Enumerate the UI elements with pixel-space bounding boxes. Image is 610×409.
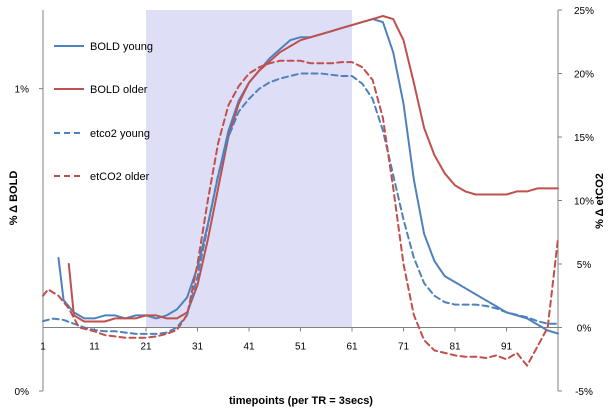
y-right-tick-label: -5%	[575, 387, 593, 398]
y-left-tick-label: 1%	[15, 85, 30, 96]
series-layer	[42, 15, 559, 367]
x-tick-label: 31	[192, 342, 204, 353]
y-axis-left-label: % Δ BOLD	[8, 171, 20, 226]
x-tick-label: 81	[449, 342, 461, 353]
legend-label: BOLD older	[90, 84, 148, 96]
y-right-tick-label: 10%	[574, 197, 594, 208]
tick-labels: 1 11 21 31 41 51 61 71 81 910%1%-5%0%5%10%15%20%2…	[15, 6, 595, 398]
y-right-tick-label: 0%	[577, 324, 592, 335]
tick-marks	[39, 9, 562, 392]
y-right-tick-label: 5%	[577, 260, 592, 271]
x-tick-label: 61	[346, 342, 358, 353]
y-right-tick-label: 15%	[574, 133, 594, 144]
x-tick-label: 91	[501, 342, 513, 353]
series-line-etco2-older	[42, 59, 559, 367]
y-right-tick-label: 20%	[574, 70, 594, 81]
legend-label: etco2 young	[90, 128, 150, 140]
y-right-tick-label: 25%	[574, 6, 594, 17]
x-tick-label: 1	[40, 342, 46, 353]
x-tick-label: 21	[140, 342, 152, 353]
x-axis-label: timepoints (per TR = 3secs)	[229, 395, 373, 407]
legend: BOLD young BOLD older etco2 young etCO2 old…	[54, 41, 153, 183]
x-tick-label: 51	[295, 342, 307, 353]
x-tick-label: 41	[243, 342, 255, 353]
x-tick-label: 71	[398, 342, 410, 353]
x-tick-label: 11	[89, 342, 100, 353]
series-line-etco2-young	[42, 72, 559, 335]
series-line-bold-young	[57, 18, 559, 335]
y-left-tick-label: 0%	[15, 387, 30, 398]
series-line-bold-older	[67, 15, 559, 323]
stimulus-shaded-region	[146, 10, 352, 328]
legend-label: BOLD young	[90, 41, 153, 53]
legend-label: etCO2 older	[90, 171, 150, 183]
y-axis-right-label: % Δ etCO2	[594, 173, 606, 229]
